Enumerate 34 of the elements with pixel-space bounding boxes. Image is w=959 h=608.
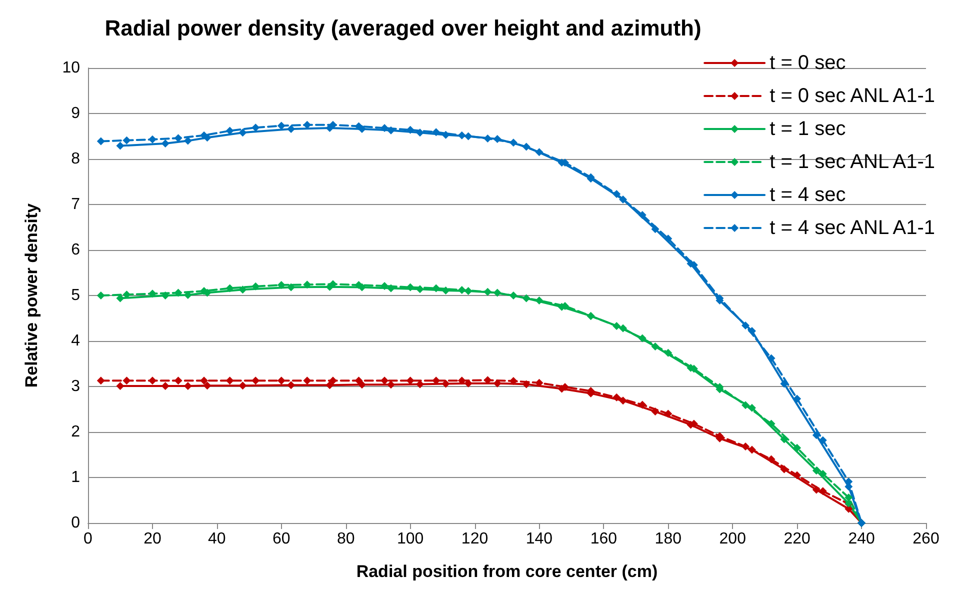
x-tick-label: 200 bbox=[719, 530, 746, 548]
legend-label: t = 1 sec bbox=[770, 118, 846, 140]
x-tick-label: 40 bbox=[208, 530, 226, 548]
x-tick-label: 240 bbox=[848, 530, 875, 548]
x-tick-label: 100 bbox=[396, 530, 424, 548]
x-tick-label: 0 bbox=[84, 530, 93, 548]
x-tick-label: 60 bbox=[272, 530, 290, 548]
x-tick-label: 20 bbox=[144, 530, 162, 548]
y-tick-label: 10 bbox=[62, 60, 80, 76]
y-tick-label: 4 bbox=[71, 332, 80, 350]
y-tick-label: 0 bbox=[71, 514, 80, 532]
y-tick-label: 8 bbox=[71, 150, 80, 168]
y-tick-label: 9 bbox=[71, 105, 80, 122]
y-tick-label: 3 bbox=[71, 378, 80, 395]
y-tick-label: 5 bbox=[71, 287, 80, 304]
x-tick-label: 80 bbox=[336, 530, 355, 548]
y-tick-label: 7 bbox=[71, 196, 80, 213]
x-tick-label: 140 bbox=[526, 530, 553, 548]
y-tick-label: 1 bbox=[71, 469, 80, 486]
x-tick-label: 180 bbox=[654, 530, 682, 548]
x-tick-label: 260 bbox=[912, 530, 940, 548]
y-tick-label: 2 bbox=[71, 424, 80, 440]
x-tick-label: 120 bbox=[461, 530, 488, 548]
legend-label: t = 4 sec bbox=[770, 184, 846, 206]
legend-label: t = 0 sec bbox=[770, 52, 846, 74]
y-axis-title: Relative power density bbox=[22, 202, 41, 388]
legend-label: t = 0 sec ANL A1-1 bbox=[770, 85, 936, 107]
legend-label: t = 4 sec ANL A1-1 bbox=[770, 217, 936, 239]
x-tick-label: 160 bbox=[590, 530, 618, 548]
chart-title: Radial power density (averaged over height and azimuth) bbox=[104, 16, 702, 40]
x-tick-label: 220 bbox=[784, 530, 811, 548]
x-axis-title: Radial position from core center (cm) bbox=[356, 562, 658, 581]
y-tick-label: 6 bbox=[71, 242, 80, 258]
legend-label: t = 1 sec ANL A1-1 bbox=[770, 151, 936, 173]
